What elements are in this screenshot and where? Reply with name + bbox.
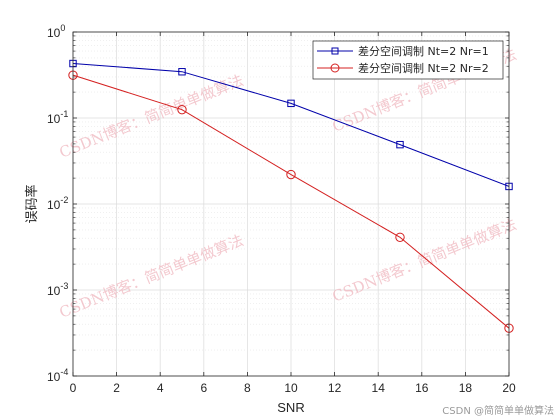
x-tick-label: 18	[459, 381, 473, 395]
series-line-2	[72, 74, 510, 329]
y-tick-exponent: 0	[60, 23, 65, 33]
legend-square-marker	[331, 47, 339, 55]
x-tick-label: 4	[157, 381, 164, 395]
series-line-1	[72, 63, 510, 187]
y-tick-label: 10-3	[47, 281, 68, 298]
y-tick-label: 10-4	[47, 367, 68, 384]
series-layer	[68, 59, 514, 333]
y-tick-labels: 10-4 10-3 10-2 10-1 100	[47, 23, 68, 384]
x-tick-label: 20	[502, 381, 516, 395]
y-tick-exponent: -3	[60, 281, 68, 291]
y-tick-exponent: -1	[60, 109, 68, 119]
legend-entry-1: 差分空间调制 Nt=2 Nr=1	[317, 44, 489, 58]
legend-box	[312, 40, 504, 80]
series-2-circle-marker	[395, 232, 405, 243]
x-tick-label: 8	[244, 381, 251, 395]
footer-watermark: CSDN @简简单单做算法	[442, 406, 554, 417]
legend: 差分空间调制 Nt=2 Nr=1 差分空间调制 Nt=2 Nr=2	[312, 40, 504, 80]
y-tick-exponent: -2	[60, 195, 68, 205]
series-1-square-marker	[178, 68, 186, 76]
x-tick-label: 14	[372, 381, 386, 395]
legend-label: 差分空间调制 Nt=2 Nr=2	[358, 61, 489, 75]
x-tick-label: 12	[328, 381, 342, 395]
x-tick-label: 0	[70, 381, 77, 395]
x-tick-label: 10	[284, 381, 298, 395]
series-1-square-marker	[396, 140, 404, 149]
x-tick-labels: 0 2 4 6 8 10 12 14 16 18 20	[70, 381, 516, 395]
legend-circle-marker	[330, 63, 340, 73]
series-2-circle-marker	[177, 104, 187, 115]
x-tick-label: 2	[113, 381, 120, 395]
y-tick-label: 10-2	[47, 195, 68, 212]
y-axis-label: 误码率	[24, 184, 40, 223]
legend-label: 差分空间调制 Nt=2 Nr=1	[358, 44, 489, 58]
legend-entry-2: 差分空间调制 Nt=2 Nr=2	[317, 61, 489, 75]
x-tick-label: 16	[415, 381, 429, 395]
y-tick-label: 100	[47, 23, 65, 40]
y-tick-exponent: -4	[60, 367, 68, 377]
x-axis-label: SNR	[277, 400, 304, 415]
y-tick-label: 10-1	[47, 109, 68, 126]
x-tick-label: 6	[200, 381, 207, 395]
series-2-circle-marker	[286, 169, 296, 180]
series-1-square-marker	[287, 99, 295, 108]
axis-ticks	[72, 31, 510, 377]
